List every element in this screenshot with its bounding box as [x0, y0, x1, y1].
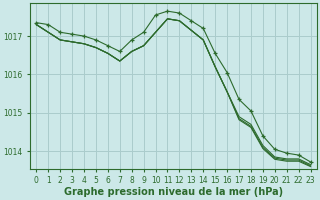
- X-axis label: Graphe pression niveau de la mer (hPa): Graphe pression niveau de la mer (hPa): [64, 187, 283, 197]
